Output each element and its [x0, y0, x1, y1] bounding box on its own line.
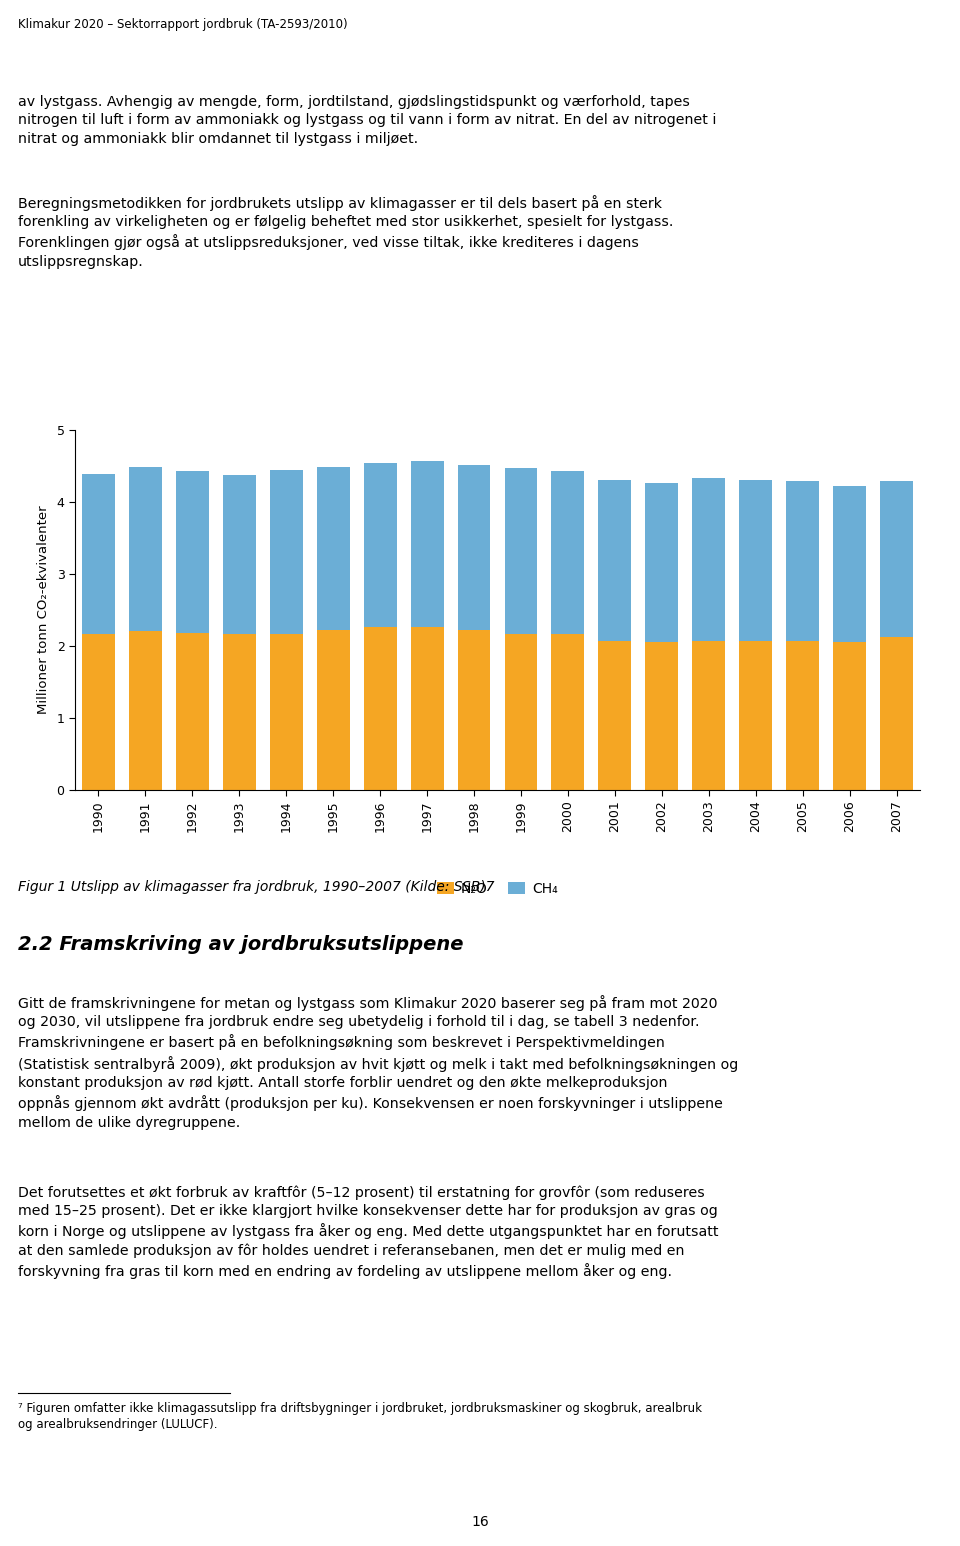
Bar	[129, 467, 162, 631]
Bar	[598, 642, 632, 790]
Bar	[176, 472, 208, 632]
Bar	[364, 626, 396, 790]
Bar	[505, 468, 538, 634]
Legend: N₂O, CH₄: N₂O, CH₄	[432, 877, 564, 901]
Bar	[364, 464, 396, 626]
Text: Gitt de framskrivningene for metan og lystgass som Klimakur 2020 baserer seg på : Gitt de framskrivningene for metan og ly…	[18, 996, 738, 1130]
Y-axis label: Millioner tonn CO₂-ekvivalenter: Millioner tonn CO₂-ekvivalenter	[36, 506, 50, 714]
Bar	[786, 642, 819, 790]
Bar	[223, 634, 255, 790]
Bar	[129, 631, 162, 790]
Bar	[505, 634, 538, 790]
Bar	[692, 642, 725, 790]
Bar	[317, 631, 349, 790]
Bar	[551, 472, 585, 634]
Bar	[598, 479, 632, 642]
Bar	[880, 481, 913, 637]
Bar	[880, 637, 913, 790]
Bar	[692, 478, 725, 642]
Bar	[739, 642, 772, 790]
Bar	[645, 484, 678, 643]
Text: 2.2 Framskriving av jordbruksutslippene: 2.2 Framskriving av jordbruksutslippene	[18, 935, 464, 954]
Bar	[458, 631, 491, 790]
Bar	[82, 634, 115, 790]
Text: 16: 16	[471, 1515, 489, 1529]
Bar	[458, 465, 491, 631]
Bar	[223, 475, 255, 634]
Bar	[411, 461, 444, 626]
Bar	[411, 626, 444, 790]
Text: Klimakur 2020 – Sektorrapport jordbruk (TA-2593/2010): Klimakur 2020 – Sektorrapport jordbruk (…	[18, 19, 348, 31]
Bar	[270, 634, 302, 790]
Bar	[317, 467, 349, 631]
Bar	[82, 475, 115, 634]
Text: av lystgass. Avhengig av mengde, form, jordtilstand, gjødslingstidspunkt og værf: av lystgass. Avhengig av mengde, form, j…	[18, 94, 716, 145]
Bar	[833, 643, 866, 790]
Bar	[551, 634, 585, 790]
Bar	[833, 485, 866, 643]
Bar	[645, 643, 678, 790]
Bar	[270, 470, 302, 634]
Bar	[739, 481, 772, 642]
Bar	[786, 481, 819, 642]
Text: ⁷ Figuren omfatter ikke klimagassutslipp fra driftsbygninger i jordbruket, jordb: ⁷ Figuren omfatter ikke klimagassutslipp…	[18, 1402, 702, 1432]
Text: Det forutsettes et økt forbruk av kraftfôr (5–12 prosent) til erstatning for gro: Det forutsettes et økt forbruk av kraftf…	[18, 1184, 718, 1279]
Bar	[176, 632, 208, 790]
Text: Figur 1 Utslipp av klimagasser fra jordbruk, 1990–2007 (Kilde: SSB)7: Figur 1 Utslipp av klimagasser fra jordb…	[18, 880, 494, 894]
Text: Beregningsmetodikken for jordbrukets utslipp av klimagasser er til dels basert p: Beregningsmetodikken for jordbrukets uts…	[18, 195, 673, 269]
